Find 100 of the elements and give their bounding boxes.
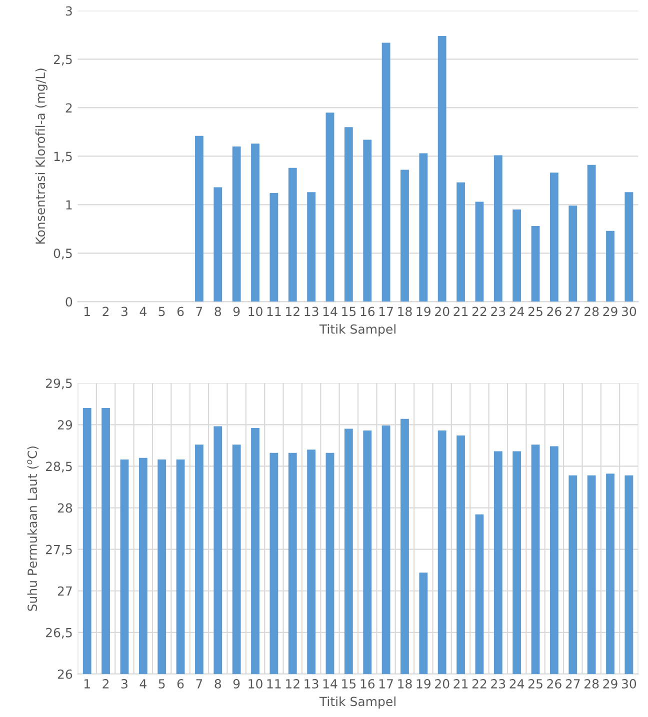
bar xyxy=(456,182,465,302)
y-tick-label: 28,5 xyxy=(46,462,72,472)
x-tick-label: 21 xyxy=(454,679,468,688)
x-tick-label: 30 xyxy=(622,306,636,316)
x-tick-label: 14 xyxy=(323,679,338,688)
x-tick-label: 15 xyxy=(342,679,356,689)
x-tick-label: 28 xyxy=(584,679,599,689)
bar xyxy=(232,146,241,302)
x-tick-label: 15 xyxy=(342,306,356,316)
x-tick-label: 19 xyxy=(416,679,430,689)
y-tick-label: 29,5 xyxy=(46,378,72,390)
x-tick-label: 11 xyxy=(267,679,281,688)
bar xyxy=(438,36,446,302)
x-tick-label: 11 xyxy=(267,306,281,316)
x-tick-label: 7 xyxy=(196,306,202,316)
x-tick-label: 21 xyxy=(454,306,468,316)
bar xyxy=(288,168,297,302)
y-tick-label: 27 xyxy=(58,586,72,596)
y-axis-title: Konsentrasi Klorofil-a (mg/L) xyxy=(35,68,48,244)
bar xyxy=(494,155,502,302)
x-tick-label: 3 xyxy=(121,306,128,316)
y-tick-label: 1,5 xyxy=(54,152,72,162)
x-tick-label: 19 xyxy=(416,306,430,316)
x-tick-label: 6 xyxy=(177,306,184,316)
y-tick-label: 2 xyxy=(66,103,72,112)
y-tick-label: 1 xyxy=(66,200,72,210)
x-tick-label: 22 xyxy=(472,306,486,316)
x-tick-label: 5 xyxy=(158,679,165,689)
bar xyxy=(400,170,409,302)
x-tick-label: 10 xyxy=(248,679,262,689)
bar xyxy=(512,210,522,302)
y-tick-label: 2,5 xyxy=(54,54,72,66)
x-tick-label: 27 xyxy=(566,679,580,688)
x-tick-label: 26 xyxy=(547,679,562,689)
x-tick-label: 26 xyxy=(547,306,562,316)
x-tick-label: 18 xyxy=(398,679,412,689)
x-tick-label: 25 xyxy=(528,679,542,689)
y-tick-label: 27,5 xyxy=(46,544,72,556)
x-tick-label: 29 xyxy=(603,306,618,316)
x-tick-label: 3 xyxy=(121,679,128,689)
bar xyxy=(382,42,390,302)
bar xyxy=(606,230,614,302)
y-tick-label: 28 xyxy=(58,503,72,513)
x-tick-label: 9 xyxy=(233,679,240,689)
bar xyxy=(270,193,278,302)
bar xyxy=(195,136,204,302)
y-tick-label: 29 xyxy=(58,420,72,430)
x-tick-label: 24 xyxy=(510,306,524,316)
x-tick-label: 7 xyxy=(196,679,202,688)
x-tick-label: 6 xyxy=(177,679,184,689)
x-axis-title: Titik Sampel xyxy=(319,324,396,336)
y-tick-label: 0 xyxy=(66,297,72,307)
x-tick-label: 28 xyxy=(584,306,599,316)
x-tick-label: 12 xyxy=(286,679,300,688)
y-tick-label: 26 xyxy=(58,669,72,679)
x-tick-label: 10 xyxy=(248,306,262,316)
x-tick-label: 16 xyxy=(360,306,375,316)
x-tick-label: 12 xyxy=(286,306,300,316)
y-tick-label: 0,5 xyxy=(54,248,72,260)
bar xyxy=(587,164,596,302)
x-tick-label: 25 xyxy=(528,306,542,316)
x-tick-label: 2 xyxy=(102,679,109,688)
bar xyxy=(307,192,316,302)
x-tick-label: 30 xyxy=(622,679,636,689)
x-tick-label: 20 xyxy=(435,679,450,689)
bar xyxy=(214,187,222,302)
y-tick-label: 3 xyxy=(66,6,72,16)
x-tick-label: 9 xyxy=(233,306,240,316)
bar xyxy=(344,127,353,302)
x-tick-label: 24 xyxy=(510,679,524,688)
x-tick-label: 29 xyxy=(603,679,618,689)
y-axis-title: Suhu Permukaan Laut ($^{o}$C) xyxy=(27,446,38,611)
y-tick-label: 26,5 xyxy=(46,628,72,639)
x-tick-label: 27 xyxy=(566,306,580,316)
x-tick-label: 14 xyxy=(323,306,338,316)
bar xyxy=(326,112,334,302)
bar xyxy=(550,172,558,302)
x-tick-label: 18 xyxy=(398,306,412,316)
x-tick-label: 22 xyxy=(472,679,486,688)
x-tick-label: 23 xyxy=(491,679,506,689)
x-tick-label: 16 xyxy=(360,679,375,689)
x-tick-label: 1 xyxy=(84,679,90,688)
x-tick-label: 20 xyxy=(435,306,450,316)
bar xyxy=(419,153,428,302)
x-tick-label: 13 xyxy=(304,306,318,316)
x-tick-label: 23 xyxy=(491,306,506,316)
x-tick-label: 4 xyxy=(140,306,146,316)
x-tick-label: 13 xyxy=(304,679,318,689)
bar xyxy=(531,226,540,302)
x-tick-label: 4 xyxy=(140,679,146,688)
x-tick-label: 17 xyxy=(379,306,393,316)
x-tick-label: 8 xyxy=(214,306,222,316)
bar xyxy=(568,206,578,302)
bar xyxy=(475,202,484,302)
bar xyxy=(624,192,634,302)
x-tick-label: 5 xyxy=(158,306,165,316)
x-tick-label: 17 xyxy=(379,679,393,688)
bar xyxy=(251,144,260,302)
x-tick-label: 2 xyxy=(102,306,109,316)
x-tick-label: 1 xyxy=(84,306,90,316)
